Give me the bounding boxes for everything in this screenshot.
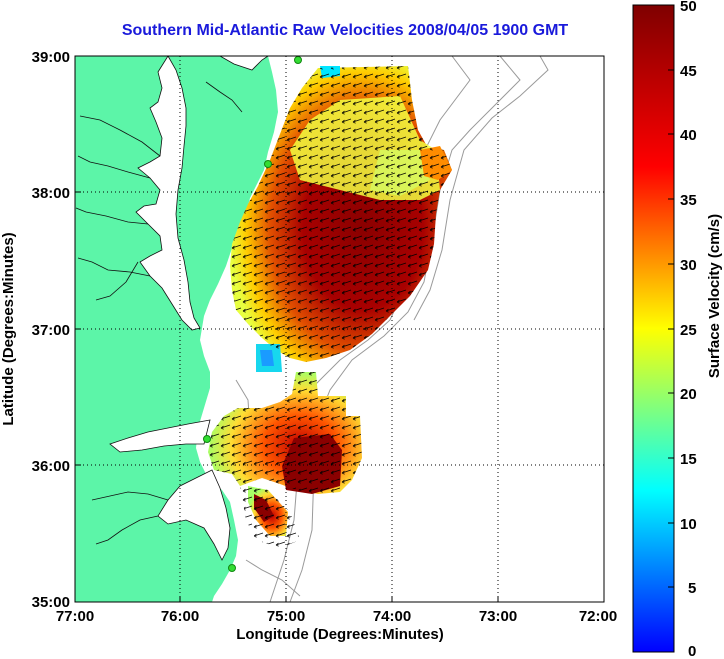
x-tick-label: 75:00	[267, 608, 305, 625]
colorbar-tick-label: 0	[688, 643, 696, 659]
chesapeake-bay	[135, 56, 201, 331]
albemarle-sound	[109, 419, 211, 453]
grid-lines	[75, 56, 604, 602]
y-tick-label: 36:00	[32, 458, 70, 475]
colorbar-tick-label: 25	[680, 322, 697, 339]
colorbar-tick-label: 10	[680, 516, 697, 533]
map-title: Southern Mid-Atlantic Raw Velocities 200…	[121, 22, 569, 39]
radar-site-marker	[228, 564, 236, 572]
y-axis-ticks: 39:00 38:00 37:00 36:00 35:00	[32, 49, 70, 611]
radar-site-marker	[294, 56, 302, 64]
colorbar-tick-label: 45	[680, 63, 697, 80]
colorbar-tick-label: 20	[680, 386, 697, 403]
x-tick-label: 73:00	[479, 608, 517, 625]
colorbar	[632, 4, 675, 653]
radar-sites	[203, 56, 302, 572]
colorbar-tick-label: 40	[680, 127, 697, 144]
y-tick-label: 35:00	[32, 594, 70, 611]
x-tick-label: 77:00	[56, 608, 94, 625]
map-plot-area	[75, 56, 604, 602]
y-tick-label: 37:00	[32, 322, 70, 339]
colorbar-ticks	[668, 4, 674, 653]
colorbar-label: Surface Velocity (cm/s)	[706, 214, 723, 378]
colorbar-tick-label: 30	[680, 257, 697, 274]
colorbar-tick-label: 15	[680, 451, 697, 468]
x-tick-label: 72:00	[579, 608, 617, 625]
x-tick-label: 74:00	[373, 608, 411, 625]
y-tick-label: 38:00	[32, 185, 70, 202]
x-tick-label: 76:00	[161, 608, 199, 625]
y-axis-label: Latitude (Degrees:Minutes)	[0, 232, 17, 425]
x-axis-label: Longitude (Degrees:Minutes)	[236, 626, 444, 643]
radar-site-marker	[203, 435, 211, 443]
x-axis-ticks: 77:00 76:00 75:00 74:00 73:00 72:00	[56, 608, 617, 625]
colorbar-tick-labels: 50 45 40 35 30 25 20 15 10 5 0	[680, 0, 697, 659]
pamlico-sound	[157, 469, 231, 561]
y-tick-label: 39:00	[32, 49, 70, 66]
colorbar-tick-label: 5	[688, 580, 696, 597]
radar-site-marker	[264, 160, 272, 168]
colorbar-tick-label: 50	[680, 0, 697, 15]
colorbar-tick-label: 35	[680, 192, 697, 209]
